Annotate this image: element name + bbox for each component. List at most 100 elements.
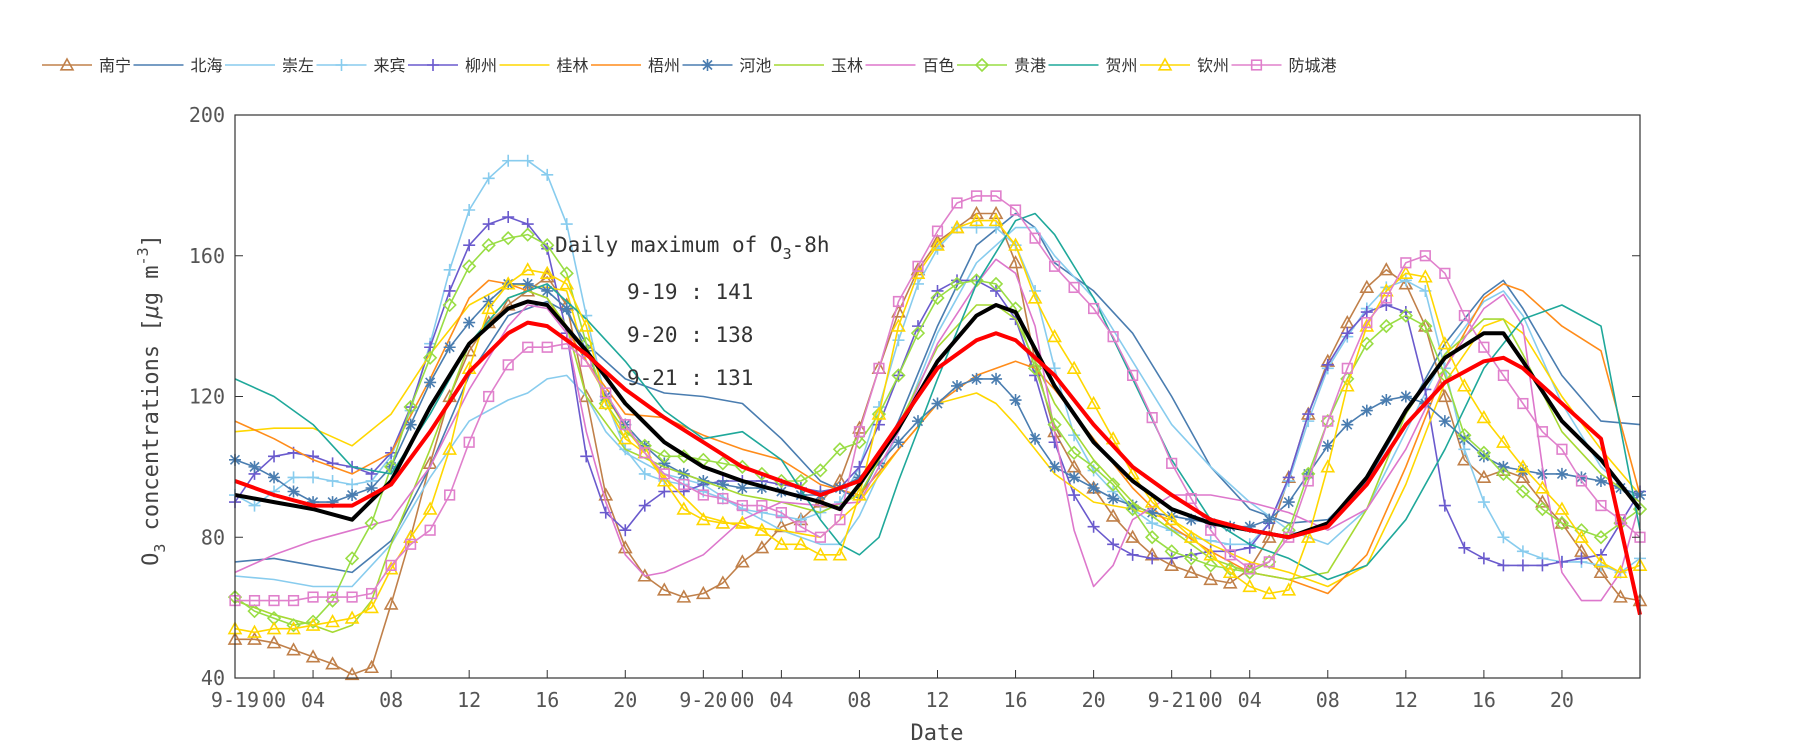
data-point: [385, 559, 397, 571]
data-point: [287, 485, 300, 498]
data-point: [872, 457, 885, 470]
data-point: [1515, 459, 1531, 473]
data-point: [1008, 255, 1023, 269]
data-point: [1107, 492, 1120, 505]
data-point: [1536, 467, 1549, 480]
legend-label: 北海: [191, 56, 223, 75]
data-point: [949, 276, 965, 292]
data-point: [931, 225, 944, 237]
y-tick-label: 80: [201, 525, 225, 549]
data-point: [1145, 530, 1160, 545]
legend-item: 来宾: [316, 56, 406, 75]
legend-marker: [701, 59, 714, 71]
data-point: [344, 551, 360, 566]
x-tick-label: 12: [925, 688, 949, 712]
x-tick-label: 04: [769, 688, 793, 712]
data-point: [931, 397, 944, 410]
data-point: [1458, 541, 1471, 554]
data-point: [424, 524, 436, 536]
data-point: [1535, 494, 1550, 508]
annotation-title: Daily maximum of O3-8h: [555, 233, 830, 263]
x-tick-label: 20: [613, 688, 637, 712]
data-point: [1087, 481, 1100, 494]
data-point: [307, 496, 320, 509]
data-point: [892, 295, 905, 308]
data-point: [658, 485, 671, 498]
data-point: [619, 524, 632, 537]
data-point: [482, 172, 495, 185]
data-point: [481, 300, 497, 315]
data-point: [1066, 445, 1082, 460]
data-point: [1517, 397, 1529, 410]
data-point: [344, 610, 360, 624]
legend-label: 贺州: [1106, 56, 1138, 75]
data-point: [697, 489, 709, 501]
legend-label: 百色: [923, 56, 955, 75]
data-point: [404, 418, 417, 431]
data-point: [559, 276, 575, 290]
data-point: [813, 547, 828, 561]
data-point: [951, 197, 963, 209]
legend-item: 玉林: [774, 56, 863, 75]
data-point: [1203, 547, 1219, 561]
data-point: [1555, 467, 1568, 480]
data-point: [1146, 506, 1159, 519]
data-point: [677, 485, 690, 498]
x-tick-label: 20: [1550, 688, 1574, 712]
legend-item: 崇左: [225, 56, 314, 75]
data-point: [832, 547, 848, 561]
data-point: [541, 284, 554, 297]
annotation-line-1: 9-19 : 141: [627, 280, 753, 304]
data-point: [1398, 308, 1413, 323]
data-point: [1575, 552, 1588, 565]
legend-item: 桂林: [499, 56, 589, 75]
data-point: [403, 399, 418, 415]
data-point: [988, 205, 1004, 220]
data-point: [1068, 471, 1081, 484]
data-point: [1359, 279, 1375, 294]
data-point: [1068, 489, 1081, 502]
data-point: [1400, 257, 1412, 269]
legend-label: 贵港: [1014, 56, 1046, 75]
data-point: [892, 334, 905, 347]
data-point: [970, 372, 983, 385]
x-tick-label: 04: [301, 688, 325, 712]
data-point: [1380, 394, 1393, 407]
data-point: [1399, 274, 1412, 287]
series-line: [234, 258, 1641, 602]
data-point: [1184, 551, 1199, 566]
data-point: [1554, 516, 1570, 531]
data-point: [853, 426, 866, 438]
data-point: [1261, 585, 1277, 600]
data-point: [346, 591, 358, 603]
data-point: [286, 618, 301, 633]
data-point: [423, 350, 438, 365]
data-point: [1458, 432, 1471, 445]
data-point: [1302, 408, 1315, 421]
data-point: [1244, 563, 1256, 575]
legend-label: 崇左: [282, 56, 314, 75]
data-point: [832, 442, 848, 457]
data-point: [1029, 432, 1042, 445]
data-point: [1164, 544, 1179, 559]
data-point: [735, 515, 750, 529]
y-tick-label: 160: [189, 244, 225, 268]
data-point: [676, 589, 692, 603]
data-point: [736, 499, 748, 512]
data-point: [735, 554, 750, 568]
data-point: [326, 474, 339, 487]
data-point: [756, 499, 768, 512]
data-point: [1439, 267, 1451, 279]
data-point: [1166, 457, 1178, 469]
legend-marker: [974, 57, 990, 73]
data-point: [1164, 557, 1180, 572]
data-point: [1437, 388, 1453, 403]
data-point: [424, 376, 437, 389]
data-point: [539, 269, 555, 283]
data-point: [541, 341, 553, 353]
data-point: [1398, 276, 1414, 290]
data-point: [1379, 318, 1394, 334]
x-tick-label: 08: [1316, 688, 1340, 712]
data-point: [1107, 331, 1119, 343]
data-point: [1476, 469, 1492, 484]
